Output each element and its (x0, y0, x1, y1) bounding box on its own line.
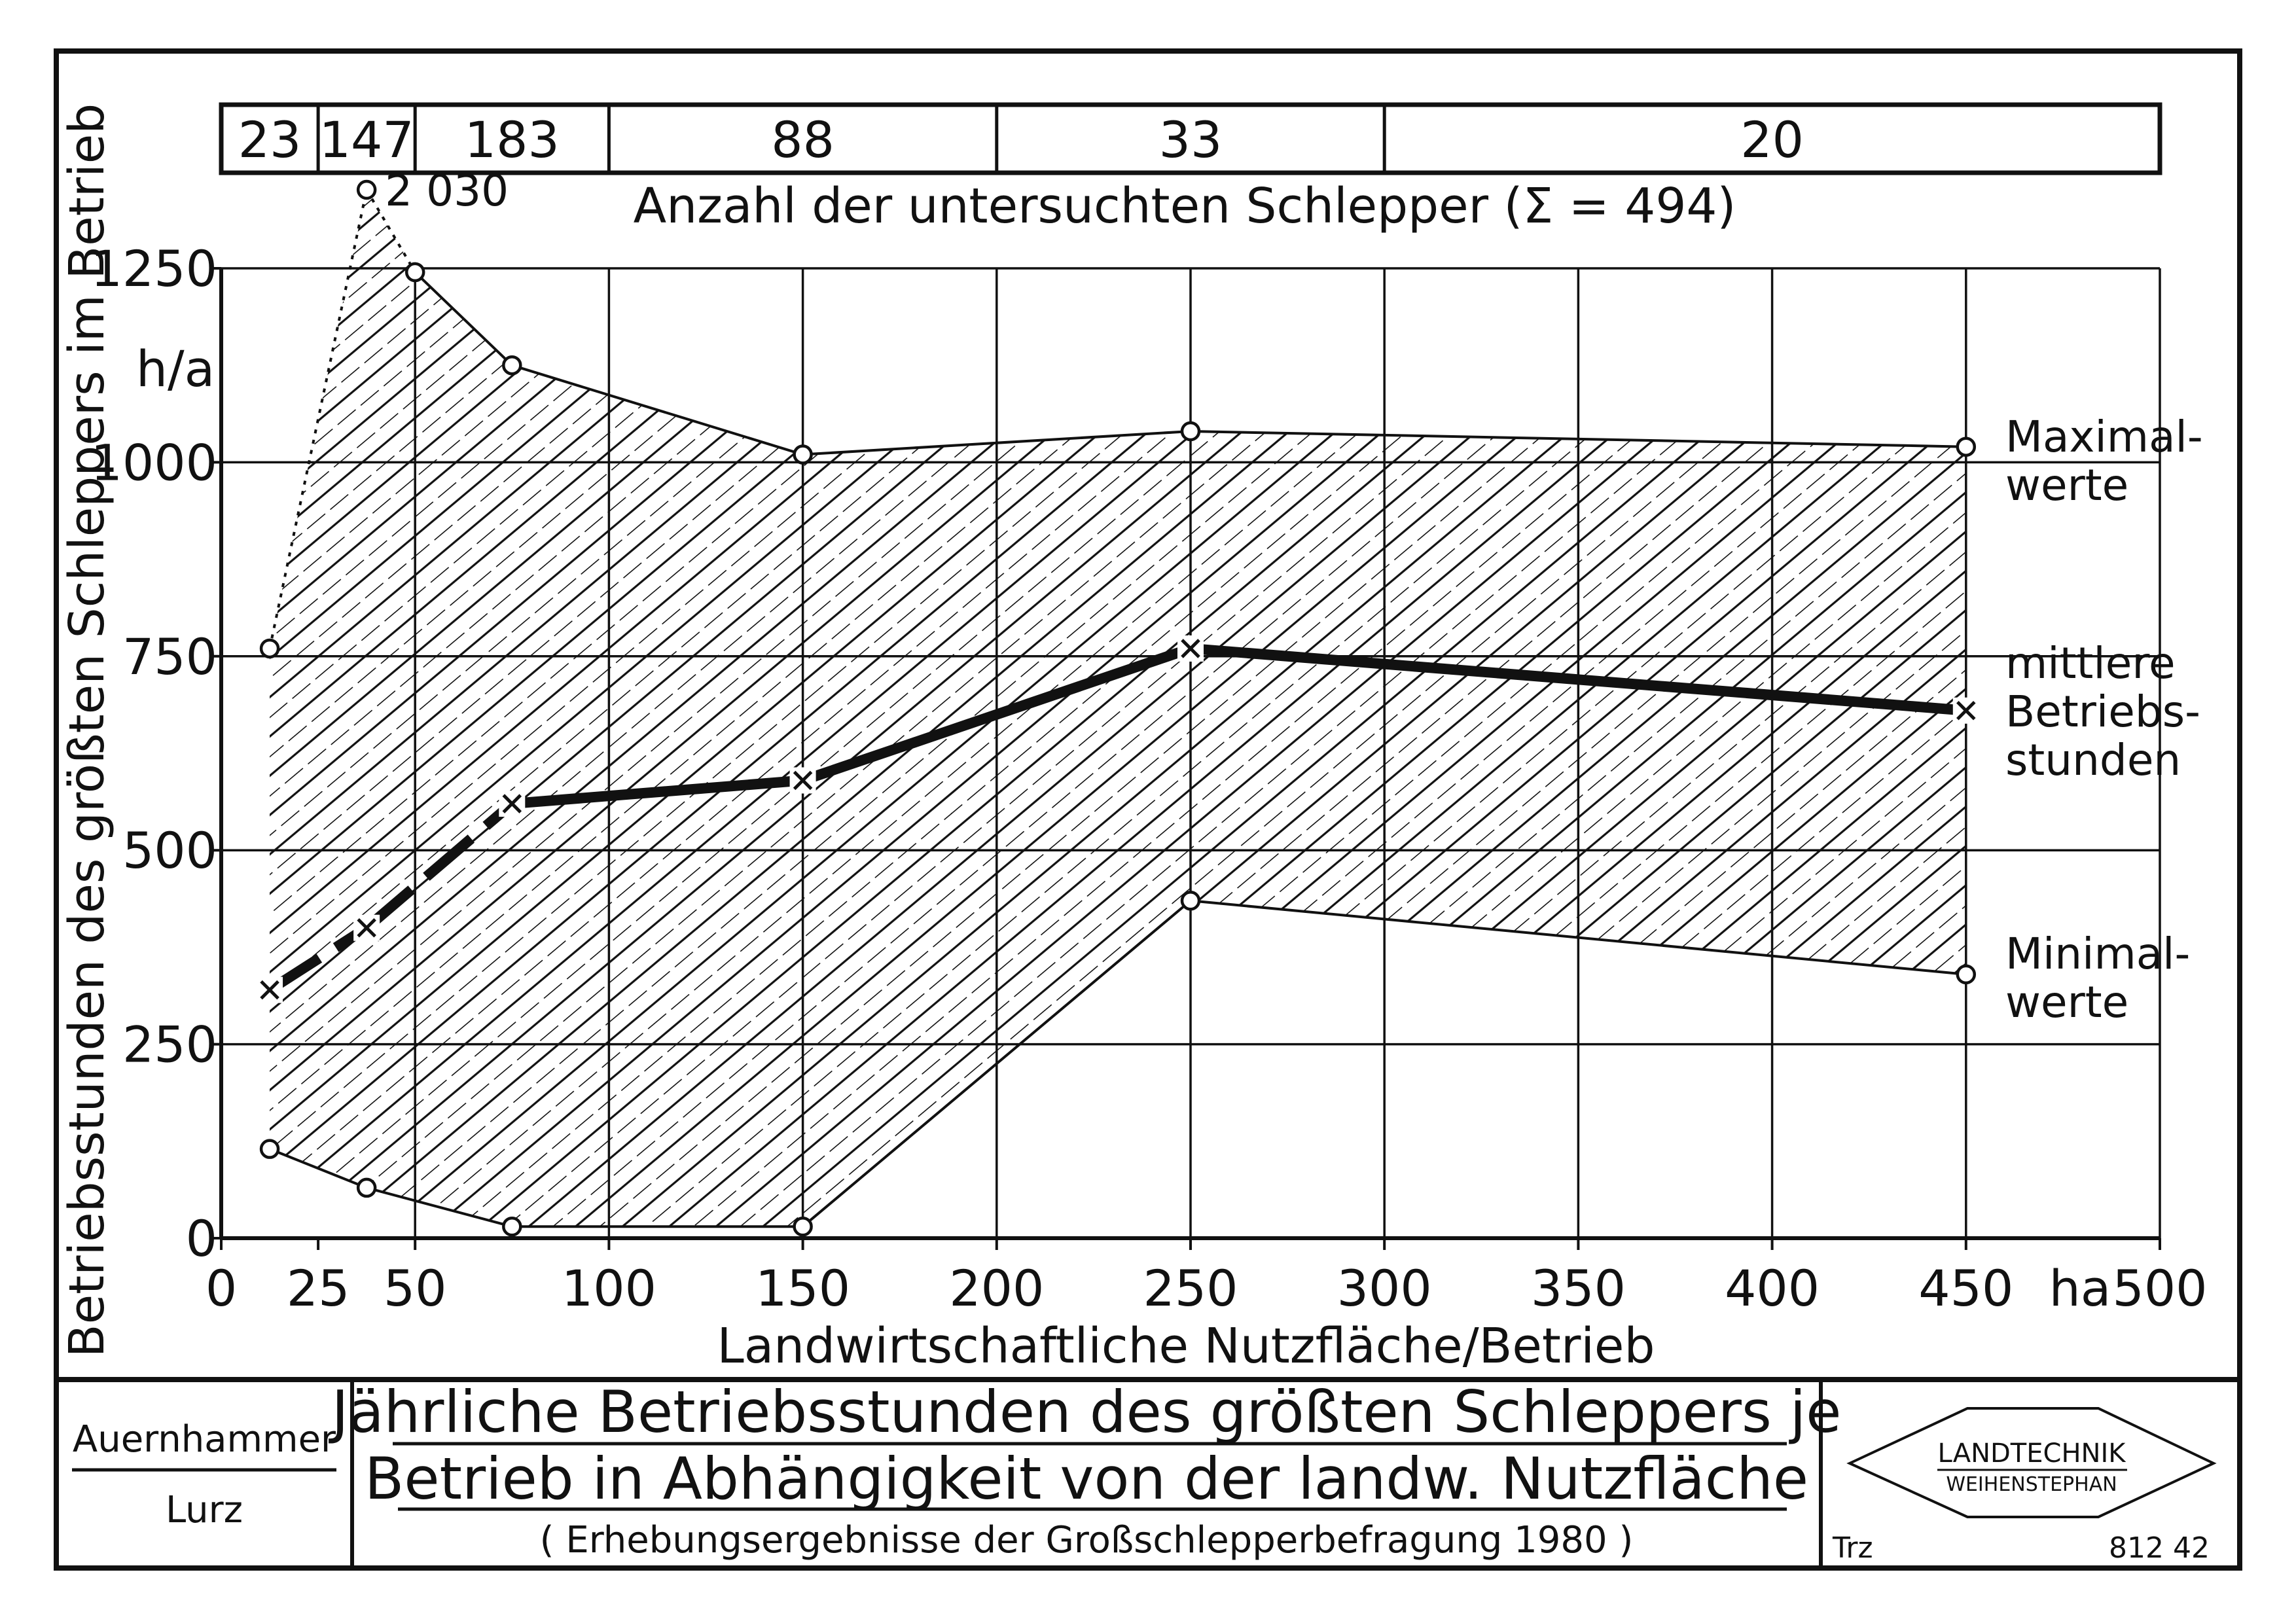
logo-line-2: WEIHENSTEPHAN (1946, 1473, 2117, 1496)
max-series-point (793, 444, 813, 465)
y-axis-title: Betriebsstunden des größten Schleppers i… (59, 103, 115, 1357)
x-tick-label: 400 (1725, 1259, 1820, 1317)
series-label-line: Maximal- (2005, 412, 2203, 462)
max-series-segment (802, 429, 1191, 456)
count-value: 183 (465, 111, 560, 169)
y-tick-label: 1250 (91, 240, 217, 298)
x-tick-label: 50 (384, 1259, 447, 1317)
title-line-2: Betrieb in Abhängigkeit von der landw. N… (365, 1445, 1808, 1512)
count-header-row: 23 147 183 88 33 20 (219, 102, 2162, 175)
x-tick-label: 0 (206, 1259, 237, 1317)
y-tick-label: 250 (122, 1016, 217, 1074)
count-value: 88 (771, 111, 834, 169)
max-series-point (502, 355, 522, 376)
mean-series-point (1177, 635, 1204, 662)
series-label-line: werte (2005, 977, 2128, 1027)
range-band (270, 190, 1966, 1227)
band-fill (270, 190, 1966, 1227)
mean-series-point (257, 976, 283, 1003)
min-series-point (502, 1216, 522, 1237)
series-label-line: werte (2005, 460, 2128, 510)
logo: LANDTECHNIK WEIHENSTEPHAN (1846, 1407, 2217, 1518)
y-tick-label: 500 (122, 821, 217, 880)
x-tick-label: 500 (2112, 1259, 2207, 1317)
series-label-line: stunden (2005, 735, 2181, 785)
min-series-segment (269, 1147, 367, 1189)
min-series-segment (802, 899, 1192, 1228)
mean-series-segment (363, 799, 516, 932)
mean-series-point (1952, 697, 1979, 724)
min-series-point (259, 1139, 280, 1159)
mean-point-stroke (1956, 701, 1976, 721)
mean-point-stroke (502, 794, 522, 813)
y-tick-label: 0 (186, 1209, 217, 1268)
footer-number: 812 42 (2109, 1531, 2210, 1565)
series-label-line: Minimal- (2005, 929, 2190, 979)
count-value: 33 (1159, 111, 1223, 169)
x-tick-label: 250 (1143, 1259, 1238, 1317)
series-layer: 2 030 (257, 166, 1979, 1237)
min-series-point (1956, 964, 1977, 985)
author-first: Auernhammer (73, 1418, 336, 1461)
count-value: 23 (238, 111, 302, 169)
mean-series-point (789, 767, 816, 794)
outer-frame (54, 48, 2242, 1571)
max-series-point (404, 262, 425, 283)
max-series-segment (414, 271, 513, 366)
x-tick-label: 150 (755, 1259, 850, 1317)
mean-point-stroke (793, 770, 813, 791)
axis-ticks: 0 25 50 100 150 200 250 300 350 400 450 500 0 250 500 7… (91, 240, 2208, 1317)
x-tick-label: 200 (949, 1259, 1044, 1317)
x-axis-unit: ha (2049, 1259, 2111, 1317)
max-series-point (356, 179, 377, 200)
x-tick-label: 450 (1918, 1259, 2013, 1317)
count-value: 147 (319, 111, 414, 169)
min-series-segment (366, 1186, 512, 1228)
mean-series-segment (1190, 643, 1967, 716)
max-series-point (1956, 437, 1977, 457)
y-tick-label: 1000 (91, 433, 217, 491)
y-tick-label: 750 (122, 628, 217, 686)
count-header-frame (219, 102, 2162, 175)
max-series-segment (1190, 429, 1966, 448)
x-tick-label: 25 (287, 1259, 350, 1317)
footer-initials: Trz (1832, 1531, 1873, 1565)
series-label-line: Betriebs- (2005, 687, 2200, 737)
max-series-point (259, 638, 280, 659)
mean-series-point (353, 914, 380, 941)
count-header-label: Anzahl der untersuchten Schlepper (Σ = 4… (634, 178, 1736, 234)
series-label-line: mittlere (2005, 638, 2176, 688)
mean-point-stroke (260, 980, 279, 1000)
subtitle: ( Erhebungsergebnisse der Großschlepperb… (540, 1519, 1634, 1561)
series-label: Maximal-werte (2005, 412, 2203, 510)
x-tick-label: 100 (562, 1259, 656, 1317)
series-label: Minimal-werte (2005, 929, 2190, 1027)
max-series-point (1180, 421, 1201, 442)
mean-series-point (499, 791, 526, 817)
min-series-point (1180, 891, 1201, 911)
mean-series-segment (511, 775, 804, 810)
x-tick-label: 300 (1337, 1259, 1432, 1317)
x-axis-title: Landwirtschaftliche Nutzfläche/Betrieb (717, 1318, 1655, 1374)
count-value: 20 (1740, 111, 1804, 169)
mean-point-stroke (357, 918, 376, 938)
logo-line-1: LANDTECHNIK (1938, 1438, 2127, 1469)
mean-series-segment (266, 923, 370, 995)
author-second: Lurz (166, 1489, 243, 1531)
y-axis-unit: h/a (136, 340, 215, 398)
min-series-point (356, 1177, 377, 1198)
max-series-segment (268, 189, 368, 649)
logo-diamond (1846, 1407, 2217, 1518)
min-series-point (793, 1216, 813, 1237)
min-series-segment (1190, 899, 1966, 976)
mean-point-stroke (1181, 639, 1200, 658)
max-series-segment (511, 364, 804, 456)
x-tick-label: 350 (1531, 1259, 1626, 1317)
mean-series-segment (801, 643, 1193, 786)
title-line-1: Jährliche Betriebsstunden des größten Sc… (329, 1378, 1842, 1446)
annotation: 2 030 (385, 166, 509, 216)
